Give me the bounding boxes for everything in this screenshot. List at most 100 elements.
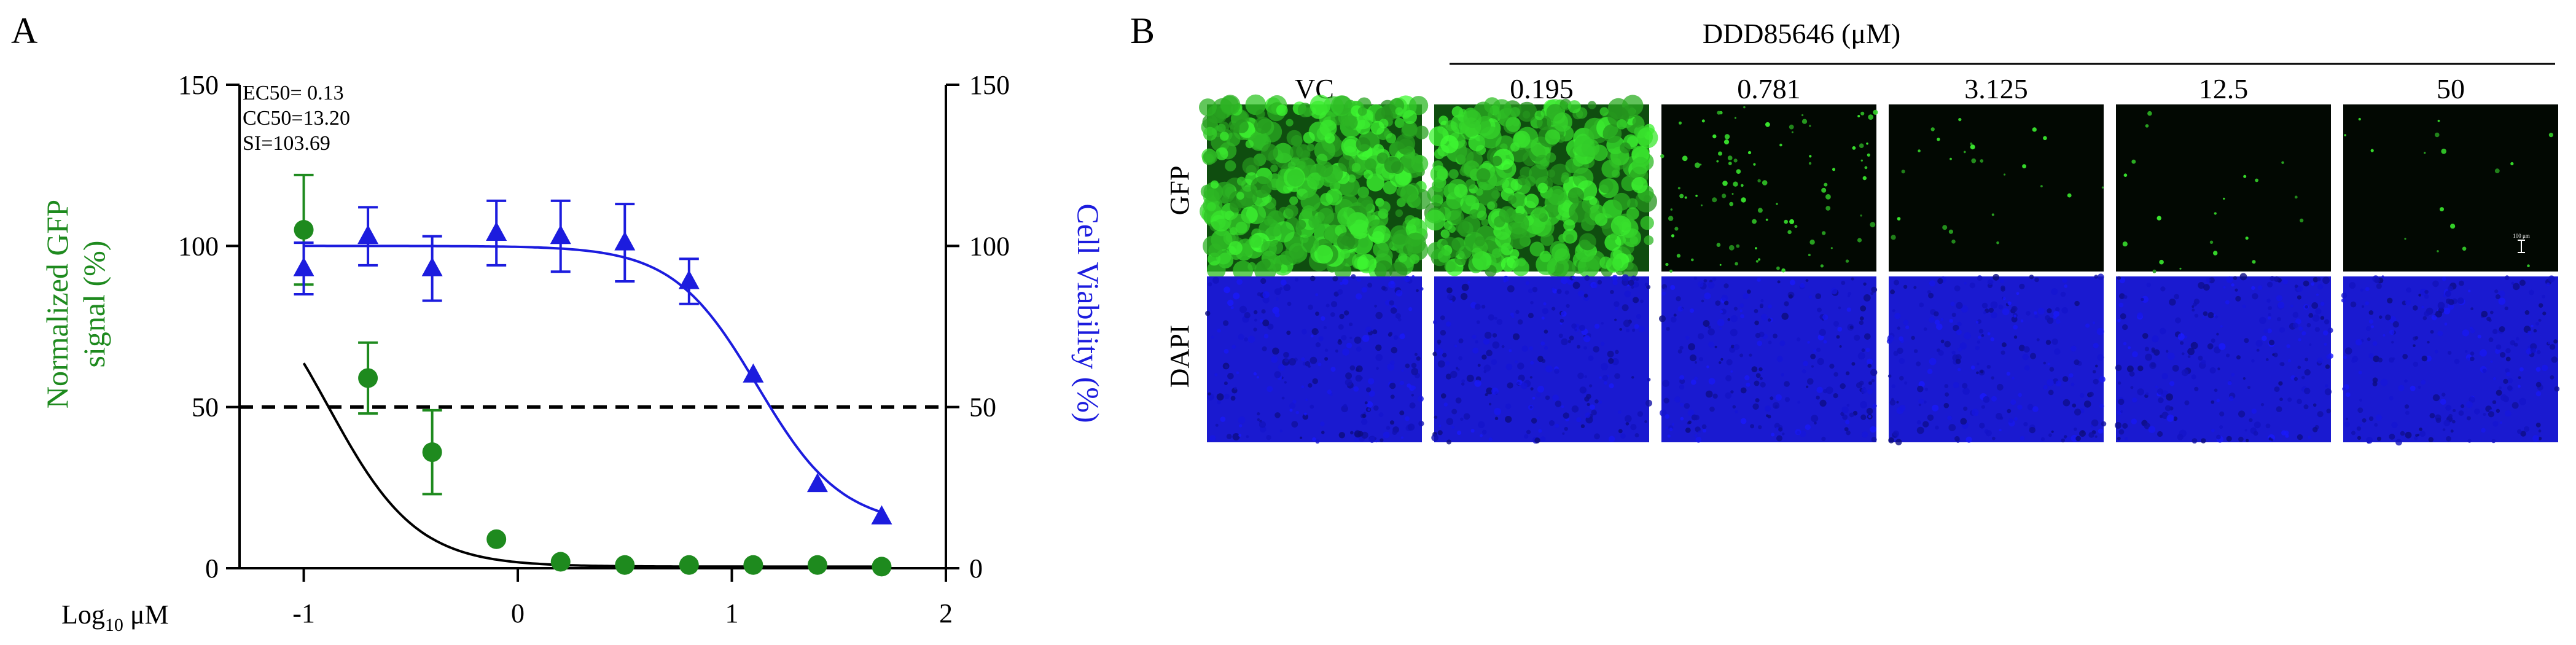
dapi-nucleus [2118, 429, 2125, 435]
gfp-signal-speck [1263, 216, 1274, 226]
dapi-nucleus [2495, 294, 2500, 299]
gfp-signal-speck [1736, 244, 1740, 248]
gfp-signal-speck [1236, 192, 1244, 200]
dapi-nucleus [1590, 404, 1595, 410]
gfp-signal-speck [1279, 251, 1294, 265]
dapi-nucleus [1766, 414, 1769, 417]
gfp-signal-speck [1951, 240, 1956, 244]
gfp-data-point [550, 552, 571, 572]
viability-data-point [614, 231, 636, 251]
dapi-nucleus [1867, 388, 1873, 394]
dapi-nucleus [1574, 328, 1577, 332]
dapi-nucleus [1585, 412, 1591, 418]
dapi-nucleus [1919, 302, 1924, 308]
dapi-nucleus [2129, 371, 2135, 377]
dapi-nucleus [2535, 367, 2541, 372]
dapi-nucleus [1216, 393, 1224, 401]
dapi-nucleus [2137, 366, 2144, 372]
dapi-nucleus [2093, 378, 2099, 385]
gfp-signal-speck [1210, 210, 1232, 232]
dapi-nucleus [1517, 319, 1523, 325]
dapi-nucleus [2156, 388, 2164, 395]
dapi-nucleus [2013, 335, 2018, 339]
gfp-signal-speck [1937, 138, 1940, 141]
dapi-nucleus [1601, 342, 1605, 346]
dapi-nucleus [1959, 342, 1967, 350]
gfp-signal-speck [1455, 219, 1470, 234]
dapi-nucleus [1239, 424, 1243, 428]
dapi-nucleus [1927, 414, 1934, 421]
dapi-nucleus [2391, 421, 2398, 428]
dapi-nucleus [2259, 316, 2266, 324]
gfp-signal-speck [2424, 152, 2426, 154]
dapi-nucleus [1545, 365, 1553, 373]
dapi-nucleus [1305, 361, 1311, 367]
dapi-nucleus [1634, 433, 1639, 437]
dapi-nucleus [2437, 302, 2445, 310]
dapi-micrograph [1659, 276, 1878, 443]
gfp-signal-speck [1752, 219, 1757, 224]
dapi-nucleus [1609, 383, 1614, 389]
dapi-nucleus [1383, 431, 1390, 439]
gfp-signal-speck [1507, 213, 1529, 235]
dapi-nucleus [1918, 403, 1921, 407]
dapi-nucleus [1911, 335, 1915, 340]
gfp-signal-speck [1684, 196, 1687, 199]
dapi-nucleus [1697, 281, 1704, 287]
dapi-nucleus [1526, 429, 1531, 434]
dapi-nucleus [1460, 292, 1468, 300]
dapi-nucleus [1262, 291, 1270, 299]
dapi-nucleus [2088, 391, 2094, 397]
dapi-nucleus [2272, 353, 2275, 356]
gfp-signal-speck [1245, 139, 1254, 149]
dapi-nucleus [1389, 300, 1394, 306]
gfp-signal-speck [1394, 118, 1405, 128]
data-markers [293, 220, 892, 577]
gfp-micrograph [1199, 94, 1431, 282]
gfp-signal-speck [1471, 248, 1483, 259]
dapi-nucleus [1584, 396, 1590, 402]
dapi-nucleus [2442, 428, 2446, 431]
dapi-nucleus [2019, 283, 2025, 289]
gfp-signal-speck [1930, 127, 1935, 131]
gfp-signal-speck [1208, 243, 1222, 257]
dapi-nucleus [1446, 294, 1453, 300]
gfp-signal-speck [1873, 109, 1878, 115]
dapi-nucleus [2496, 389, 2502, 396]
gfp-signal-speck [2281, 161, 2284, 164]
dapi-nucleus [2055, 380, 2062, 387]
dapi-nucleus [2066, 436, 2071, 442]
fit-curves [302, 244, 883, 568]
dapi-nucleus [1239, 305, 1247, 313]
dapi-nucleus [2234, 288, 2238, 292]
dapi-nucleus [2126, 366, 2134, 372]
dapi-nucleus [2219, 411, 2225, 416]
dapi-nucleus [1399, 380, 1405, 386]
dapi-nucleus [1528, 313, 1534, 319]
dapi-nucleus [2372, 377, 2378, 383]
dapi-nucleus [1636, 313, 1642, 319]
dapi-nucleus [1230, 396, 1236, 401]
dapi-nucleus [1346, 342, 1352, 349]
dapi-nucleus [2468, 289, 2471, 292]
dapi-nucleus [1614, 301, 1620, 307]
gfp-signal-speck [1845, 259, 1849, 263]
dapi-nucleus [2036, 338, 2040, 342]
dapi-nucleus [1752, 403, 1759, 410]
dapi-nucleus [1810, 353, 1816, 359]
gfp-signal-speck [1631, 157, 1650, 174]
dapi-nucleus [2238, 436, 2244, 442]
gfp-signal-speck [1371, 231, 1384, 244]
dapi-nucleus [2214, 346, 2221, 354]
dapi-nucleus [1238, 416, 1246, 424]
gfp-signal-speck [2101, 186, 2104, 189]
dapi-nucleus [2193, 302, 2197, 307]
gfp-signal-speck [2245, 237, 2249, 240]
dapi-nucleus [2013, 324, 2018, 330]
dapi-nucleus [1330, 301, 1338, 308]
gfp-signal-speck [1516, 101, 1537, 122]
dapi-nucleus [2444, 322, 2448, 326]
dapi-nucleus [1256, 376, 1259, 379]
dapi-nucleus [2145, 392, 2149, 396]
